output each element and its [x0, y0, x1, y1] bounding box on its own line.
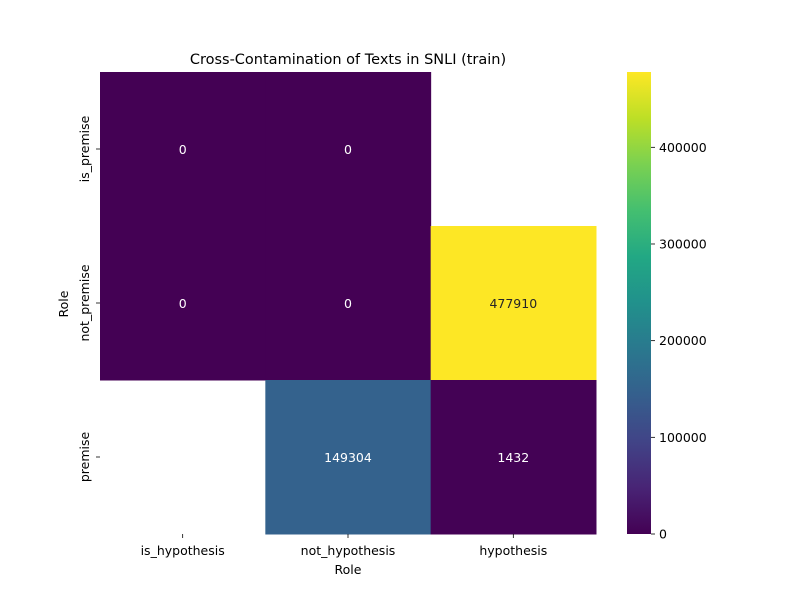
y-tick-label: is_premise — [77, 115, 92, 182]
cell-value-label: 477910 — [489, 296, 537, 311]
heatmap-cell — [100, 226, 266, 381]
colorbar-ticks: 0 100000 200000 300000 400000 — [651, 140, 707, 542]
x-axis-label: Role — [335, 562, 362, 577]
y-tick-label: not_premise — [77, 264, 92, 341]
heatmap-cell — [100, 72, 266, 227]
cell-value-label: 0 — [179, 296, 187, 311]
colorbar-gradient — [627, 72, 651, 534]
cell-value-label: 0 — [344, 142, 352, 157]
colorbar-tick-label: 0 — [659, 527, 667, 542]
heatmap-cell — [430, 226, 597, 381]
colorbar-tick-label: 300000 — [659, 236, 707, 251]
colorbar-tick-label: 100000 — [659, 430, 707, 445]
colorbar: 0 100000 200000 300000 400000 — [627, 72, 707, 542]
y-tick-label: premise — [77, 432, 92, 483]
heatmap-cell — [430, 380, 597, 535]
chart-title: Cross-Contamination of Texts in SNLI (tr… — [190, 52, 506, 68]
x-axis-ticks: is_hypothesis not_hypothesis hypothesis — [141, 534, 547, 558]
y-axis-label: Role — [56, 290, 71, 317]
heatmap-cell — [265, 380, 432, 535]
cell-value-label: 0 — [344, 296, 352, 311]
x-tick-label: hypothesis — [479, 543, 547, 558]
heatmap-cells — [100, 72, 597, 535]
heatmap-cell — [265, 72, 432, 227]
cell-value-label: 149304 — [324, 450, 372, 465]
cell-value-label: 1432 — [497, 450, 529, 465]
heatmap-cell — [265, 226, 432, 381]
cell-value-label: 0 — [179, 142, 187, 157]
colorbar-tick-label: 200000 — [659, 333, 707, 348]
x-tick-label: is_hypothesis — [141, 543, 225, 558]
x-tick-label: not_hypothesis — [301, 543, 396, 558]
colorbar-tick-label: 400000 — [659, 140, 707, 155]
heatmap-cell-labels: 0 0 0 0 477910 149304 1432 — [179, 142, 538, 465]
